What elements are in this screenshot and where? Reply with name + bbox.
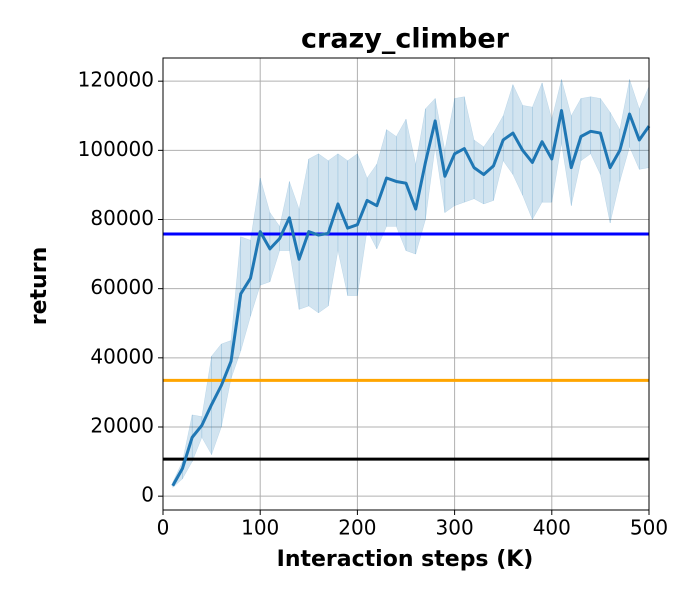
confidence-band (327, 153, 339, 307)
confidence-band (337, 153, 348, 296)
confidence-band (211, 343, 222, 455)
confidence-band (493, 114, 504, 201)
y-tick-label: 60000 (90, 275, 154, 299)
confidence-band (541, 82, 553, 203)
x-tick-label: 200 (338, 516, 376, 540)
x-tick-label: 0 (157, 516, 170, 540)
confidence-band (221, 340, 232, 428)
confidence-band (386, 129, 397, 227)
x-tick-label: 500 (630, 516, 668, 540)
confidence-band (366, 163, 378, 250)
confidence-band (405, 119, 416, 255)
y-axis-label: return (27, 247, 52, 325)
y-tick-label: 100000 (78, 137, 154, 161)
confidence-band (191, 414, 203, 462)
y-tick-label: 20000 (90, 414, 154, 438)
confidence-band (522, 105, 533, 220)
confidence-band (600, 97, 611, 224)
x-tick-label: 300 (436, 516, 474, 540)
y-tick-label: 120000 (78, 68, 154, 92)
confidence-band (289, 181, 300, 310)
x-tick-label: 100 (241, 516, 279, 540)
confidence-band (502, 84, 514, 176)
confidence-band (347, 153, 358, 296)
confidence-band (590, 96, 601, 175)
confidence-band (240, 236, 251, 351)
chart-title: crazy_climber (301, 24, 510, 55)
plot-frame (162, 57, 650, 511)
x-tick-label: 400 (533, 516, 571, 540)
confidence-band (396, 118, 407, 251)
y-tick-label: 40000 (90, 344, 154, 368)
confidence-band (580, 96, 591, 162)
confidence-band (269, 211, 280, 282)
x-axis-label: Interaction steps (K) (277, 547, 534, 572)
confidence-band (357, 153, 368, 296)
confidence-band (464, 96, 475, 203)
confidence-band (279, 181, 290, 251)
y-tick-label: 0 (141, 483, 154, 507)
confidence-band (259, 177, 271, 286)
y-tick-label: 80000 (90, 206, 154, 230)
mean-line (171, 109, 651, 487)
confidence-band (250, 177, 261, 317)
confidence-band (444, 98, 455, 214)
confidence-band (609, 111, 621, 224)
